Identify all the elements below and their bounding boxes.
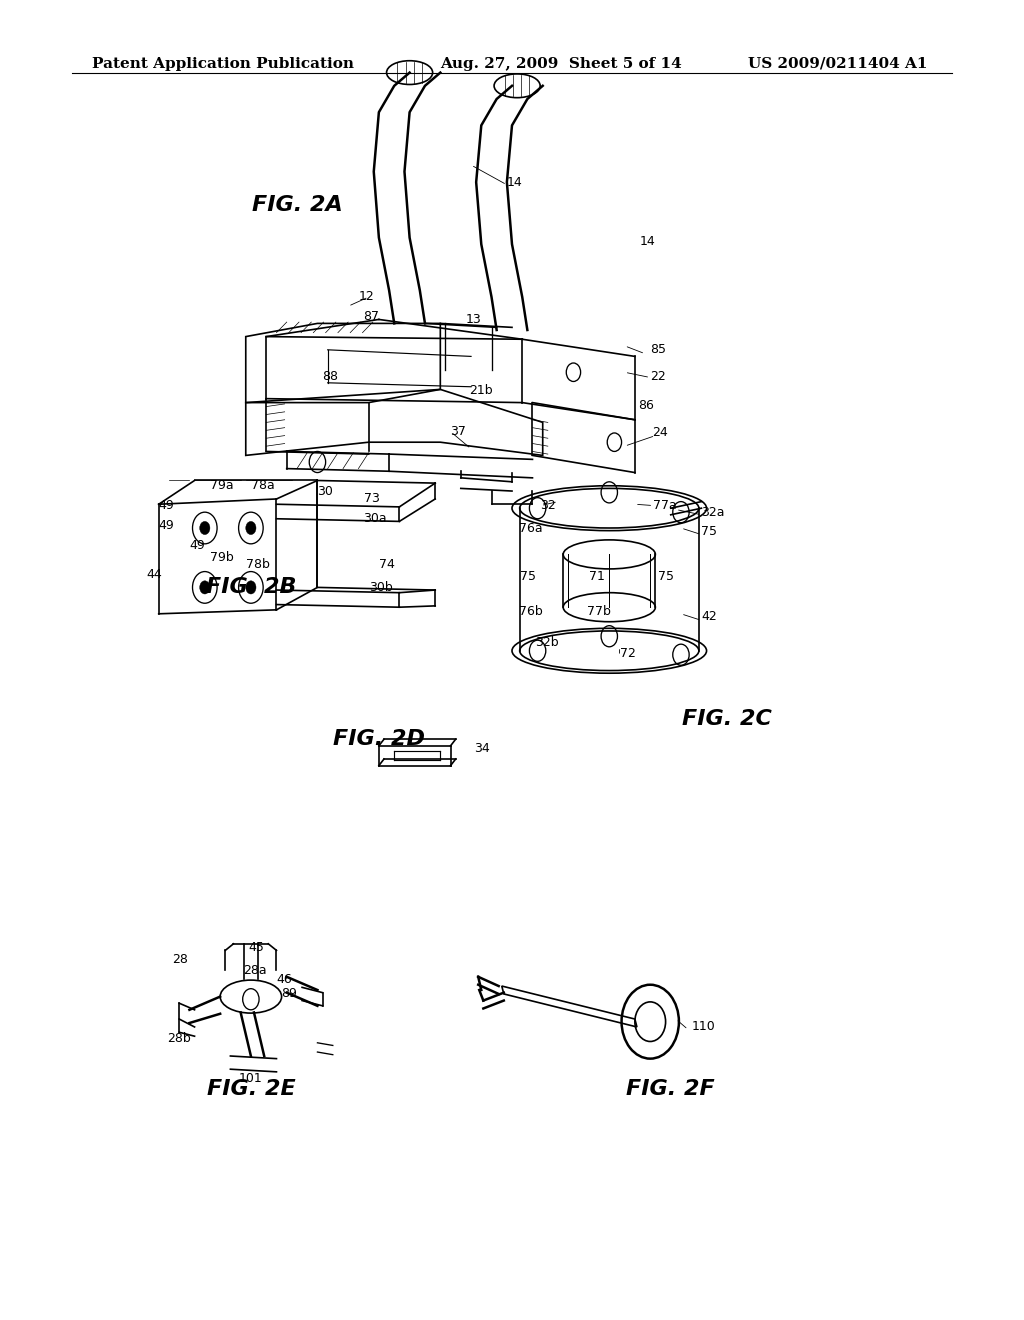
Text: Patent Application Publication: Patent Application Publication [92, 57, 354, 71]
Text: 12: 12 [358, 290, 374, 304]
Text: 21b: 21b [469, 384, 493, 397]
Text: 75: 75 [701, 525, 718, 539]
Text: 88: 88 [323, 370, 339, 383]
Text: 74: 74 [379, 558, 395, 572]
Text: 77b: 77b [587, 605, 610, 618]
Text: 87: 87 [364, 310, 380, 323]
Text: 14: 14 [640, 235, 655, 248]
Text: 28: 28 [172, 953, 188, 966]
Text: 101: 101 [239, 1072, 262, 1085]
Text: 32a: 32a [701, 506, 725, 519]
Text: 45: 45 [249, 941, 265, 954]
Text: 72: 72 [620, 647, 636, 660]
Text: 78b: 78b [246, 558, 269, 572]
Text: 71: 71 [589, 570, 605, 583]
Text: 30a: 30a [364, 512, 387, 525]
Text: 76a: 76a [519, 521, 543, 535]
Circle shape [200, 581, 210, 594]
Text: FIG. 2D: FIG. 2D [333, 729, 425, 750]
Circle shape [200, 521, 210, 535]
Text: 76b: 76b [519, 605, 543, 618]
Circle shape [246, 521, 256, 535]
Circle shape [246, 581, 256, 594]
Text: US 2009/0211404 A1: US 2009/0211404 A1 [748, 57, 927, 71]
Text: 22: 22 [650, 370, 666, 383]
Text: 24: 24 [652, 426, 668, 440]
Text: 37: 37 [451, 425, 467, 438]
Text: FIG. 2C: FIG. 2C [682, 709, 772, 730]
Text: 85: 85 [650, 343, 667, 356]
Text: 32b: 32b [536, 636, 559, 649]
Text: 110: 110 [691, 1020, 715, 1034]
Text: 30b: 30b [369, 581, 392, 594]
Text: 78a: 78a [251, 479, 274, 492]
Text: Aug. 27, 2009  Sheet 5 of 14: Aug. 27, 2009 Sheet 5 of 14 [440, 57, 682, 71]
Text: 75: 75 [520, 570, 537, 583]
Text: 28b: 28b [167, 1032, 190, 1045]
Text: FIG. 2E: FIG. 2E [207, 1078, 295, 1100]
Text: 77a: 77a [653, 499, 677, 512]
Text: 75: 75 [658, 570, 675, 583]
Text: 86: 86 [638, 399, 654, 412]
Text: 49: 49 [159, 519, 174, 532]
Text: 28a: 28a [243, 964, 266, 977]
Text: 89: 89 [282, 987, 298, 1001]
Text: FIG. 2B: FIG. 2B [206, 577, 296, 598]
Text: 34: 34 [474, 742, 489, 755]
Text: 79a: 79a [210, 479, 233, 492]
Text: 49: 49 [159, 499, 174, 512]
Text: 49: 49 [189, 539, 205, 552]
Text: FIG. 2F: FIG. 2F [627, 1078, 715, 1100]
Text: 32: 32 [540, 499, 555, 512]
Text: 13: 13 [466, 313, 481, 326]
Text: 79b: 79b [210, 550, 233, 564]
Text: 30: 30 [317, 484, 334, 498]
Text: 46: 46 [276, 973, 292, 986]
Text: 73: 73 [364, 492, 380, 506]
Text: 14: 14 [507, 176, 522, 189]
Text: 42: 42 [701, 610, 717, 623]
Text: FIG. 2A: FIG. 2A [252, 194, 342, 215]
Text: 44: 44 [146, 568, 162, 581]
